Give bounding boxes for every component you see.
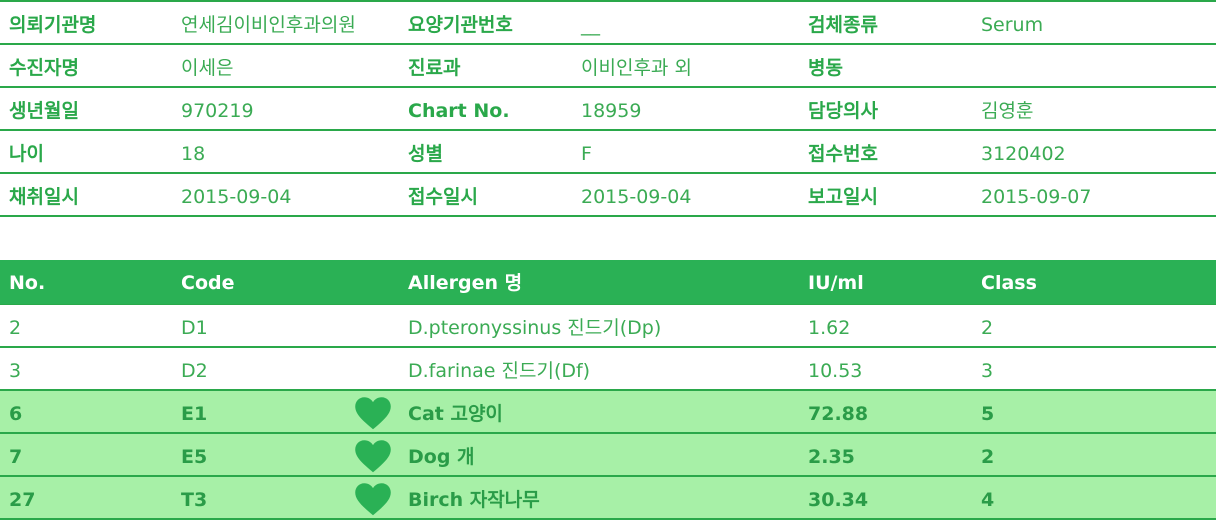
info-value: Serum [981, 14, 1044, 36]
info-value: 이세은 [181, 57, 234, 79]
result-allergen: Birch 자작나무 [408, 489, 540, 511]
result-no: 2 [9, 317, 22, 339]
column-header-code: Code [181, 272, 235, 294]
result-allergen: D.farinae 진드기(Df) [408, 360, 591, 382]
heart-icon [355, 483, 391, 516]
allergen-results-table: No. Code Allergen 명 IU/ml Class 2 D1 D.p… [0, 260, 1216, 520]
patient-info-table: 의뢰기관명 연세김이비인후과의원 요양기관번호 __ 검체종류 Serum 수진… [0, 0, 1216, 217]
info-value: 3120402 [981, 143, 1066, 165]
info-label: 접수일시 [408, 186, 478, 208]
heart-icon [355, 397, 391, 430]
column-header-iu: IU/ml [808, 272, 864, 294]
info-label: 진료과 [408, 57, 461, 79]
info-row: 의뢰기관명 연세김이비인후과의원 요양기관번호 __ 검체종류 Serum [0, 2, 1216, 45]
result-class: 5 [981, 403, 995, 425]
result-code: T3 [181, 489, 208, 511]
info-label: 검체종류 [808, 14, 878, 36]
info-value: 김영훈 [981, 100, 1034, 122]
info-label: 의뢰기관명 [9, 14, 97, 36]
result-code: D1 [181, 317, 208, 339]
result-iu: 72.88 [808, 403, 869, 425]
info-value: 2015-09-04 [581, 186, 692, 208]
result-iu: 1.62 [808, 317, 851, 339]
result-no: 27 [9, 489, 36, 511]
info-row: 수진자명 이세은 진료과 이비인후과 외 병동 [0, 45, 1216, 88]
result-row: 3 D2 D.farinae 진드기(Df) 10.53 3 [0, 348, 1216, 391]
result-iu: 10.53 [808, 360, 863, 382]
result-allergen: Cat 고양이 [408, 403, 503, 425]
result-class: 2 [981, 446, 995, 468]
result-row: 2 D1 D.pteronyssinus 진드기(Dp) 1.62 2 [0, 305, 1216, 348]
result-no: 3 [9, 360, 22, 382]
result-class: 4 [981, 489, 995, 511]
info-label: 생년월일 [9, 100, 79, 122]
results-header-row: No. Code Allergen 명 IU/ml Class [0, 260, 1216, 305]
info-value: F [581, 143, 592, 165]
info-label: 담당의사 [808, 100, 878, 122]
info-label: 수진자명 [9, 57, 79, 79]
info-label: 접수번호 [808, 143, 878, 165]
info-value: 18 [181, 143, 206, 165]
result-no: 7 [9, 446, 23, 468]
info-row: 나이 18 성별 F 접수번호 3120402 [0, 131, 1216, 174]
result-code: D2 [181, 360, 208, 382]
result-code: E1 [181, 403, 208, 425]
result-allergen: D.pteronyssinus 진드기(Dp) [408, 317, 662, 339]
result-row-highlighted: 6 E1 Cat 고양이 72.88 5 [0, 391, 1216, 434]
info-value: 18959 [581, 100, 642, 122]
info-label: 성별 [408, 143, 443, 165]
info-label: 병동 [808, 57, 843, 79]
result-row-highlighted: 7 E5 Dog 개 2.35 2 [0, 434, 1216, 477]
info-label: 보고일시 [808, 186, 878, 208]
result-no: 6 [9, 403, 23, 425]
result-iu: 30.34 [808, 489, 869, 511]
result-allergen: Dog 개 [408, 446, 475, 468]
info-value: 970219 [181, 100, 254, 122]
result-code: E5 [181, 446, 208, 468]
info-label: Chart No. [408, 100, 510, 122]
info-label: 요양기관번호 [408, 14, 513, 36]
result-iu: 2.35 [808, 446, 855, 468]
info-value: __ [581, 14, 600, 36]
info-label: 채취일시 [9, 186, 79, 208]
info-row: 채취일시 2015-09-04 접수일시 2015-09-04 보고일시 201… [0, 174, 1216, 217]
result-class: 3 [981, 360, 994, 382]
info-value: 연세김이비인후과의원 [181, 14, 356, 36]
info-label: 나이 [9, 143, 44, 165]
column-header-class: Class [981, 272, 1037, 294]
column-header-allergen: Allergen 명 [408, 272, 523, 294]
result-class: 2 [981, 317, 994, 339]
info-value: 이비인후과 외 [581, 57, 692, 79]
heart-icon [355, 440, 391, 473]
info-value: 2015-09-07 [981, 186, 1092, 208]
info-value: 2015-09-04 [181, 186, 292, 208]
result-row-highlighted: 27 T3 Birch 자작나무 30.34 4 [0, 477, 1216, 520]
info-row: 생년월일 970219 Chart No. 18959 담당의사 김영훈 [0, 88, 1216, 131]
column-header-no: No. [9, 272, 46, 294]
